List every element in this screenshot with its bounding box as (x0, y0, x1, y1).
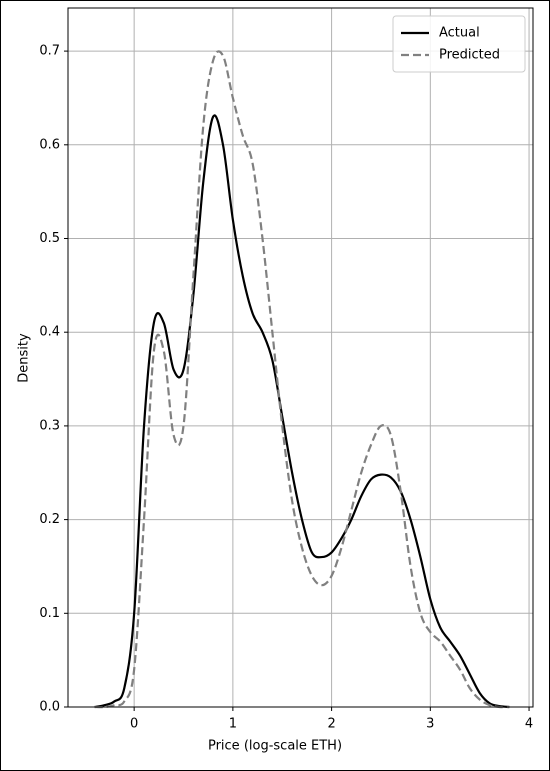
y-tick-label: 0.6 (39, 137, 60, 152)
y-axis-label: Density (17, 333, 32, 383)
legend: Actual Predicted (392, 15, 526, 73)
y-tick-label: 0.4 (39, 325, 60, 340)
y-tick-label: 0.1 (39, 606, 60, 621)
y-tick-label: 0.5 (39, 231, 60, 246)
legend-box (392, 15, 526, 73)
y-tick-label: 0.2 (39, 512, 60, 527)
x-axis-label: Price (log-scale ETH) (208, 739, 342, 754)
line (94, 50, 510, 709)
y-tick-label: 0.3 (39, 418, 60, 433)
x-tick-label: 3 (426, 717, 434, 732)
legend-label: Predicted (439, 48, 500, 63)
x-tick-label: 0 (130, 717, 138, 732)
legend-label: Actual (439, 26, 480, 41)
x-tick-label: 1 (229, 717, 237, 732)
x-tick-label: 4 (525, 717, 533, 732)
line (94, 114, 510, 709)
plot-border (67, 7, 534, 708)
x-tick-label: 2 (327, 717, 335, 732)
y-tick-label: 0.0 (39, 700, 60, 715)
y-tick-label: 0.7 (39, 44, 60, 59)
